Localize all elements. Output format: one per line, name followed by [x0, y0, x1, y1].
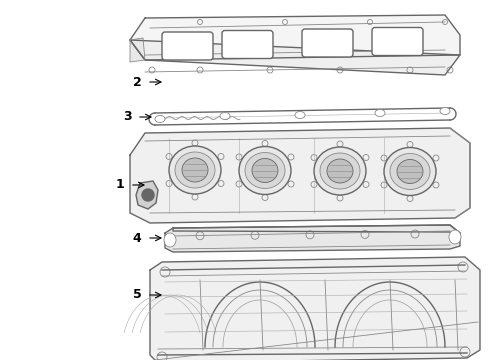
Ellipse shape: [320, 153, 360, 189]
Ellipse shape: [295, 112, 305, 118]
Ellipse shape: [175, 152, 215, 188]
Polygon shape: [130, 40, 460, 75]
Circle shape: [142, 189, 154, 201]
Ellipse shape: [397, 159, 423, 184]
FancyBboxPatch shape: [162, 32, 213, 60]
Text: 1: 1: [116, 179, 124, 192]
Polygon shape: [136, 181, 158, 209]
Ellipse shape: [239, 147, 291, 194]
Ellipse shape: [390, 153, 430, 189]
Ellipse shape: [384, 148, 436, 195]
Ellipse shape: [164, 233, 176, 247]
Text: 5: 5: [133, 288, 142, 302]
Polygon shape: [130, 128, 470, 223]
Polygon shape: [165, 225, 460, 252]
Text: 2: 2: [133, 76, 142, 89]
Text: 4: 4: [133, 231, 142, 244]
Polygon shape: [150, 257, 480, 360]
Ellipse shape: [449, 230, 461, 244]
Ellipse shape: [440, 108, 450, 114]
FancyBboxPatch shape: [372, 27, 423, 55]
Polygon shape: [130, 15, 460, 60]
Ellipse shape: [169, 146, 221, 194]
Polygon shape: [173, 225, 460, 236]
Ellipse shape: [314, 147, 366, 195]
Ellipse shape: [252, 158, 278, 183]
Polygon shape: [130, 38, 145, 62]
Ellipse shape: [375, 109, 385, 117]
Ellipse shape: [182, 158, 208, 182]
Ellipse shape: [220, 112, 230, 120]
Ellipse shape: [327, 159, 353, 183]
FancyBboxPatch shape: [222, 31, 273, 58]
Ellipse shape: [245, 153, 285, 189]
Ellipse shape: [155, 116, 165, 122]
FancyBboxPatch shape: [302, 29, 353, 57]
Text: 3: 3: [122, 111, 131, 123]
